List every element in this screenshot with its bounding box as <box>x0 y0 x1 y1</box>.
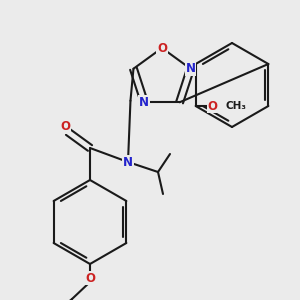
Text: CH₃: CH₃ <box>226 101 247 111</box>
Text: N: N <box>185 62 196 75</box>
Text: N: N <box>123 155 133 169</box>
Text: O: O <box>85 272 95 284</box>
Text: O: O <box>60 121 70 134</box>
Text: O: O <box>157 41 167 55</box>
Text: N: N <box>140 96 149 109</box>
Text: O: O <box>208 100 218 112</box>
